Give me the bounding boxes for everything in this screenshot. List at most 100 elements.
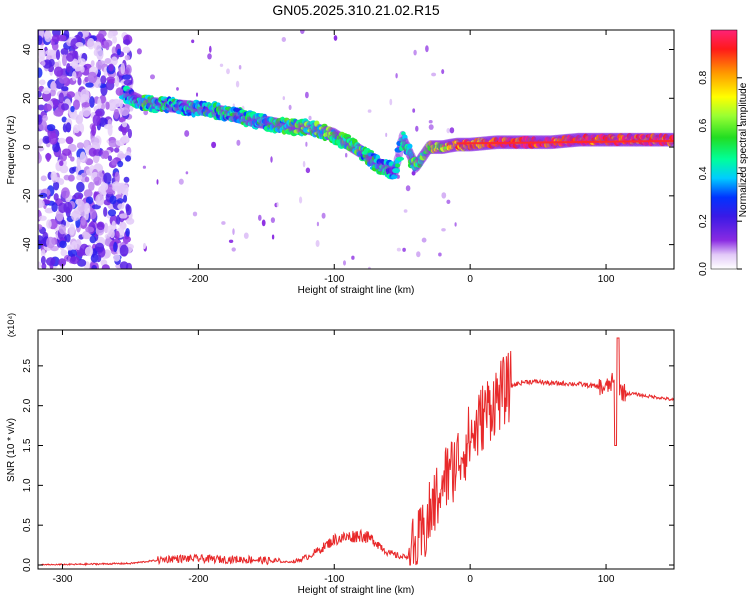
noise-speckle [45, 49, 55, 56]
noise-speckle [111, 158, 117, 166]
scatter-point [428, 124, 434, 130]
noise-speckle [42, 87, 51, 95]
colorbar-tick-label: 0.8 [698, 70, 709, 84]
noise-speckle [121, 74, 131, 80]
scatter-point [403, 209, 408, 213]
noise-speckle [83, 139, 89, 148]
colorbar-label: Normalized spectral amplitude [738, 82, 749, 217]
scatter-point [300, 30, 305, 34]
scatter-point [368, 266, 371, 269]
scatter-point [446, 199, 451, 204]
noise-speckle [60, 48, 69, 56]
noise-speckle [92, 149, 103, 156]
colorbar-tick-label: 0.4 [698, 166, 709, 180]
noise-speckle [40, 249, 46, 258]
noise-speckle [101, 103, 106, 110]
snr-series-line [38, 337, 674, 567]
spectrogram-x-tick-label: -100 [324, 274, 344, 285]
noise-speckle [53, 61, 60, 68]
scatter-point [185, 171, 189, 175]
noise-speckle [78, 111, 83, 123]
noise-speckle [89, 235, 97, 244]
noise-speckle [87, 71, 98, 84]
noise-speckle [65, 136, 74, 145]
noise-speckle [55, 49, 61, 60]
noise-speckle [105, 42, 110, 51]
noise-speckle [121, 135, 129, 143]
scatter-point [282, 96, 285, 101]
colorbar-tick-label: 0.6 [698, 118, 709, 132]
scatter-point [441, 228, 446, 232]
scatter-point [415, 125, 419, 132]
scatter-point [308, 115, 312, 121]
noise-speckle [71, 210, 80, 222]
noise-speckle [83, 189, 93, 198]
figure-title: GN05.2025.310.21.02.R15 [272, 2, 440, 18]
noise-speckle [66, 52, 75, 62]
snr-y-tick-label: 1.0 [22, 478, 33, 492]
noise-speckle [39, 79, 46, 86]
noise-speckle [42, 114, 48, 122]
noise-speckle [112, 185, 121, 192]
noise-speckle [46, 124, 56, 132]
scatter-point [288, 104, 292, 110]
noise-speckle [90, 60, 95, 67]
noise-speckle [60, 249, 68, 257]
snr-y-axis-label: SNR (10 * v/v) [6, 418, 17, 482]
noise-speckle [38, 35, 43, 45]
scatter-point [345, 152, 348, 158]
noise-speckle [114, 147, 120, 153]
noise-speckle [95, 194, 105, 206]
noise-speckle [125, 203, 130, 212]
scatter-point [441, 69, 445, 75]
noise-speckle [84, 246, 94, 257]
scatter-point [343, 260, 346, 266]
snr-panel: -300 -200 -100 0 100 0.0 0.5 1.0 1.5 2.0 2.5 (x10… [6, 313, 675, 596]
scatter-point [412, 108, 416, 113]
noise-speckle [46, 236, 56, 249]
noise-speckle [38, 104, 45, 111]
noise-speckle [38, 114, 43, 125]
spectrogram-x-axis-label: Height of straight line (km) [298, 285, 415, 296]
ridge-point [407, 143, 413, 149]
noise-speckle [100, 75, 107, 85]
noise-speckle [76, 181, 85, 193]
noise-speckle [71, 58, 79, 69]
noise-speckle [100, 181, 109, 192]
snr-y-tick-label: 2.0 [22, 398, 33, 412]
noise-speckle [58, 92, 64, 104]
noise-speckle [38, 215, 47, 221]
noise-speckle [113, 253, 121, 262]
scatter-point [136, 48, 142, 55]
noise-speckle [75, 42, 84, 48]
noise-speckle [117, 160, 124, 168]
scatter-point [221, 221, 226, 225]
noise-speckle [63, 201, 73, 214]
scatter-point [219, 63, 224, 67]
scatter-point [299, 196, 303, 204]
scatter-point [178, 178, 184, 185]
scatter-point [150, 74, 155, 80]
noise-speckle [115, 194, 123, 200]
noise-speckle [81, 105, 91, 117]
spectrogram-y-tick-label: 0 [22, 144, 33, 150]
noise-speckle [127, 128, 132, 139]
noise-speckle [92, 114, 101, 126]
noise-speckle [91, 264, 97, 269]
snr-multiplier-label: (x10⁴) [6, 313, 16, 337]
noise-speckle [111, 46, 117, 55]
noise-speckle [121, 121, 128, 128]
noise-speckle [38, 67, 43, 78]
noise-speckle [76, 156, 81, 167]
noise-speckle [81, 102, 91, 108]
scatter-point [271, 234, 275, 240]
scatter-point [395, 73, 398, 79]
snr-y-tick-label: 2.5 [22, 358, 33, 372]
colorbar-tick-label: 0.2 [698, 214, 709, 228]
noise-speckle [80, 65, 85, 73]
noise-speckle [107, 209, 117, 217]
noise-speckle [55, 177, 62, 183]
noise-speckle [114, 75, 120, 88]
